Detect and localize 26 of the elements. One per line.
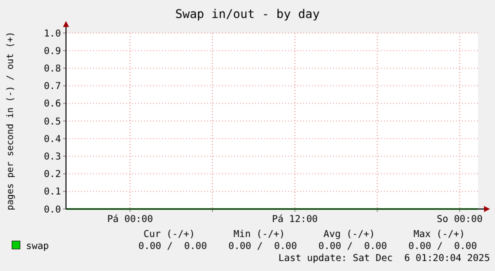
y-tick-label: 0.5 <box>44 116 61 128</box>
x-tick-label: So 00:00 <box>436 214 483 225</box>
y-tick-label: 0.8 <box>44 64 62 75</box>
chart-title: Swap in/out - by day <box>175 7 320 21</box>
legend-label: swap <box>26 241 50 252</box>
y-tick-label: 0.0 <box>44 204 62 216</box>
y-tick-label: 0.4 <box>44 134 62 145</box>
text: Cur (-/+) <box>144 229 195 240</box>
y-tick-label: 0.2 <box>44 169 61 180</box>
y-tick-label: 0.6 <box>44 98 62 110</box>
y-tick-label: 1.0 <box>44 28 62 40</box>
text: 0.00 / 0.00 <box>228 241 298 252</box>
y-tick-label: 0.3 <box>44 152 61 163</box>
y-tick-label: 0.7 <box>44 81 61 92</box>
text: Avg (-/+) <box>324 229 375 240</box>
x-tick-label: Pá 00:00 <box>107 214 154 225</box>
text: 0.00 / 0.00 <box>318 241 388 252</box>
y-tick-label: 0.9 <box>44 46 62 57</box>
text: Max (-/+) <box>414 229 465 240</box>
x-tick-label: Pá 12:00 <box>272 214 318 225</box>
y-tick-label: 0.1 <box>44 186 62 198</box>
text: Last update: Sat Dec 6 01:20:04 2025 <box>278 253 490 264</box>
text: 0.00 / 0.00 <box>138 241 208 252</box>
text: Min (-/+) <box>234 229 285 240</box>
text: 0.00 / 0.00 <box>408 241 478 252</box>
y-axis-title: pages per second in (-) / out (+) <box>6 32 16 210</box>
